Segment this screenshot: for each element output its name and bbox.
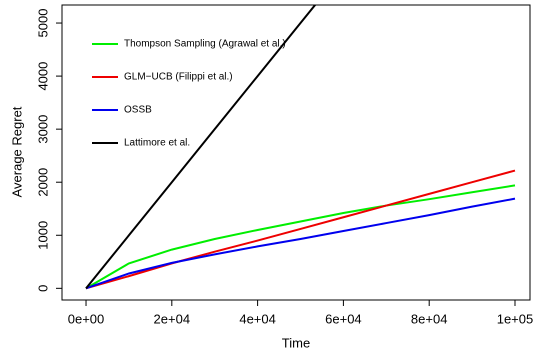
y-tick-label: 4000 xyxy=(35,62,50,91)
plot-frame xyxy=(61,4,531,301)
x-tick-label: 0e+00 xyxy=(68,311,105,326)
x-tick-label: 4e+04 xyxy=(239,311,276,326)
series-line xyxy=(85,184,516,290)
x-tick-label: 1e+05 xyxy=(497,311,534,326)
legend-label: OSSB xyxy=(124,105,152,116)
y-tick-label: 1000 xyxy=(35,221,50,250)
legend-label: GLM−UCB (Filippi et al.) xyxy=(124,72,233,83)
series-line xyxy=(85,197,516,290)
y-tick-label: 0 xyxy=(35,285,50,292)
series-line xyxy=(85,169,516,290)
legend-label: Lattimore et al. xyxy=(124,138,190,149)
x-axis-title: Time xyxy=(282,335,310,350)
plot-area xyxy=(85,5,516,290)
x-tick-label: 2e+04 xyxy=(154,311,191,326)
y-tick-label: 5000 xyxy=(35,9,50,38)
x-tick-label: 8e+04 xyxy=(411,311,448,326)
series-line xyxy=(85,5,317,289)
legend-label: Thompson Sampling (Agrawal et al.) xyxy=(124,39,286,50)
y-tick-label: 3000 xyxy=(35,115,50,144)
x-tick-label: 6e+04 xyxy=(325,311,362,326)
y-axis-title: Average Regret xyxy=(9,106,24,197)
y-tick-label: 2000 xyxy=(35,168,50,197)
